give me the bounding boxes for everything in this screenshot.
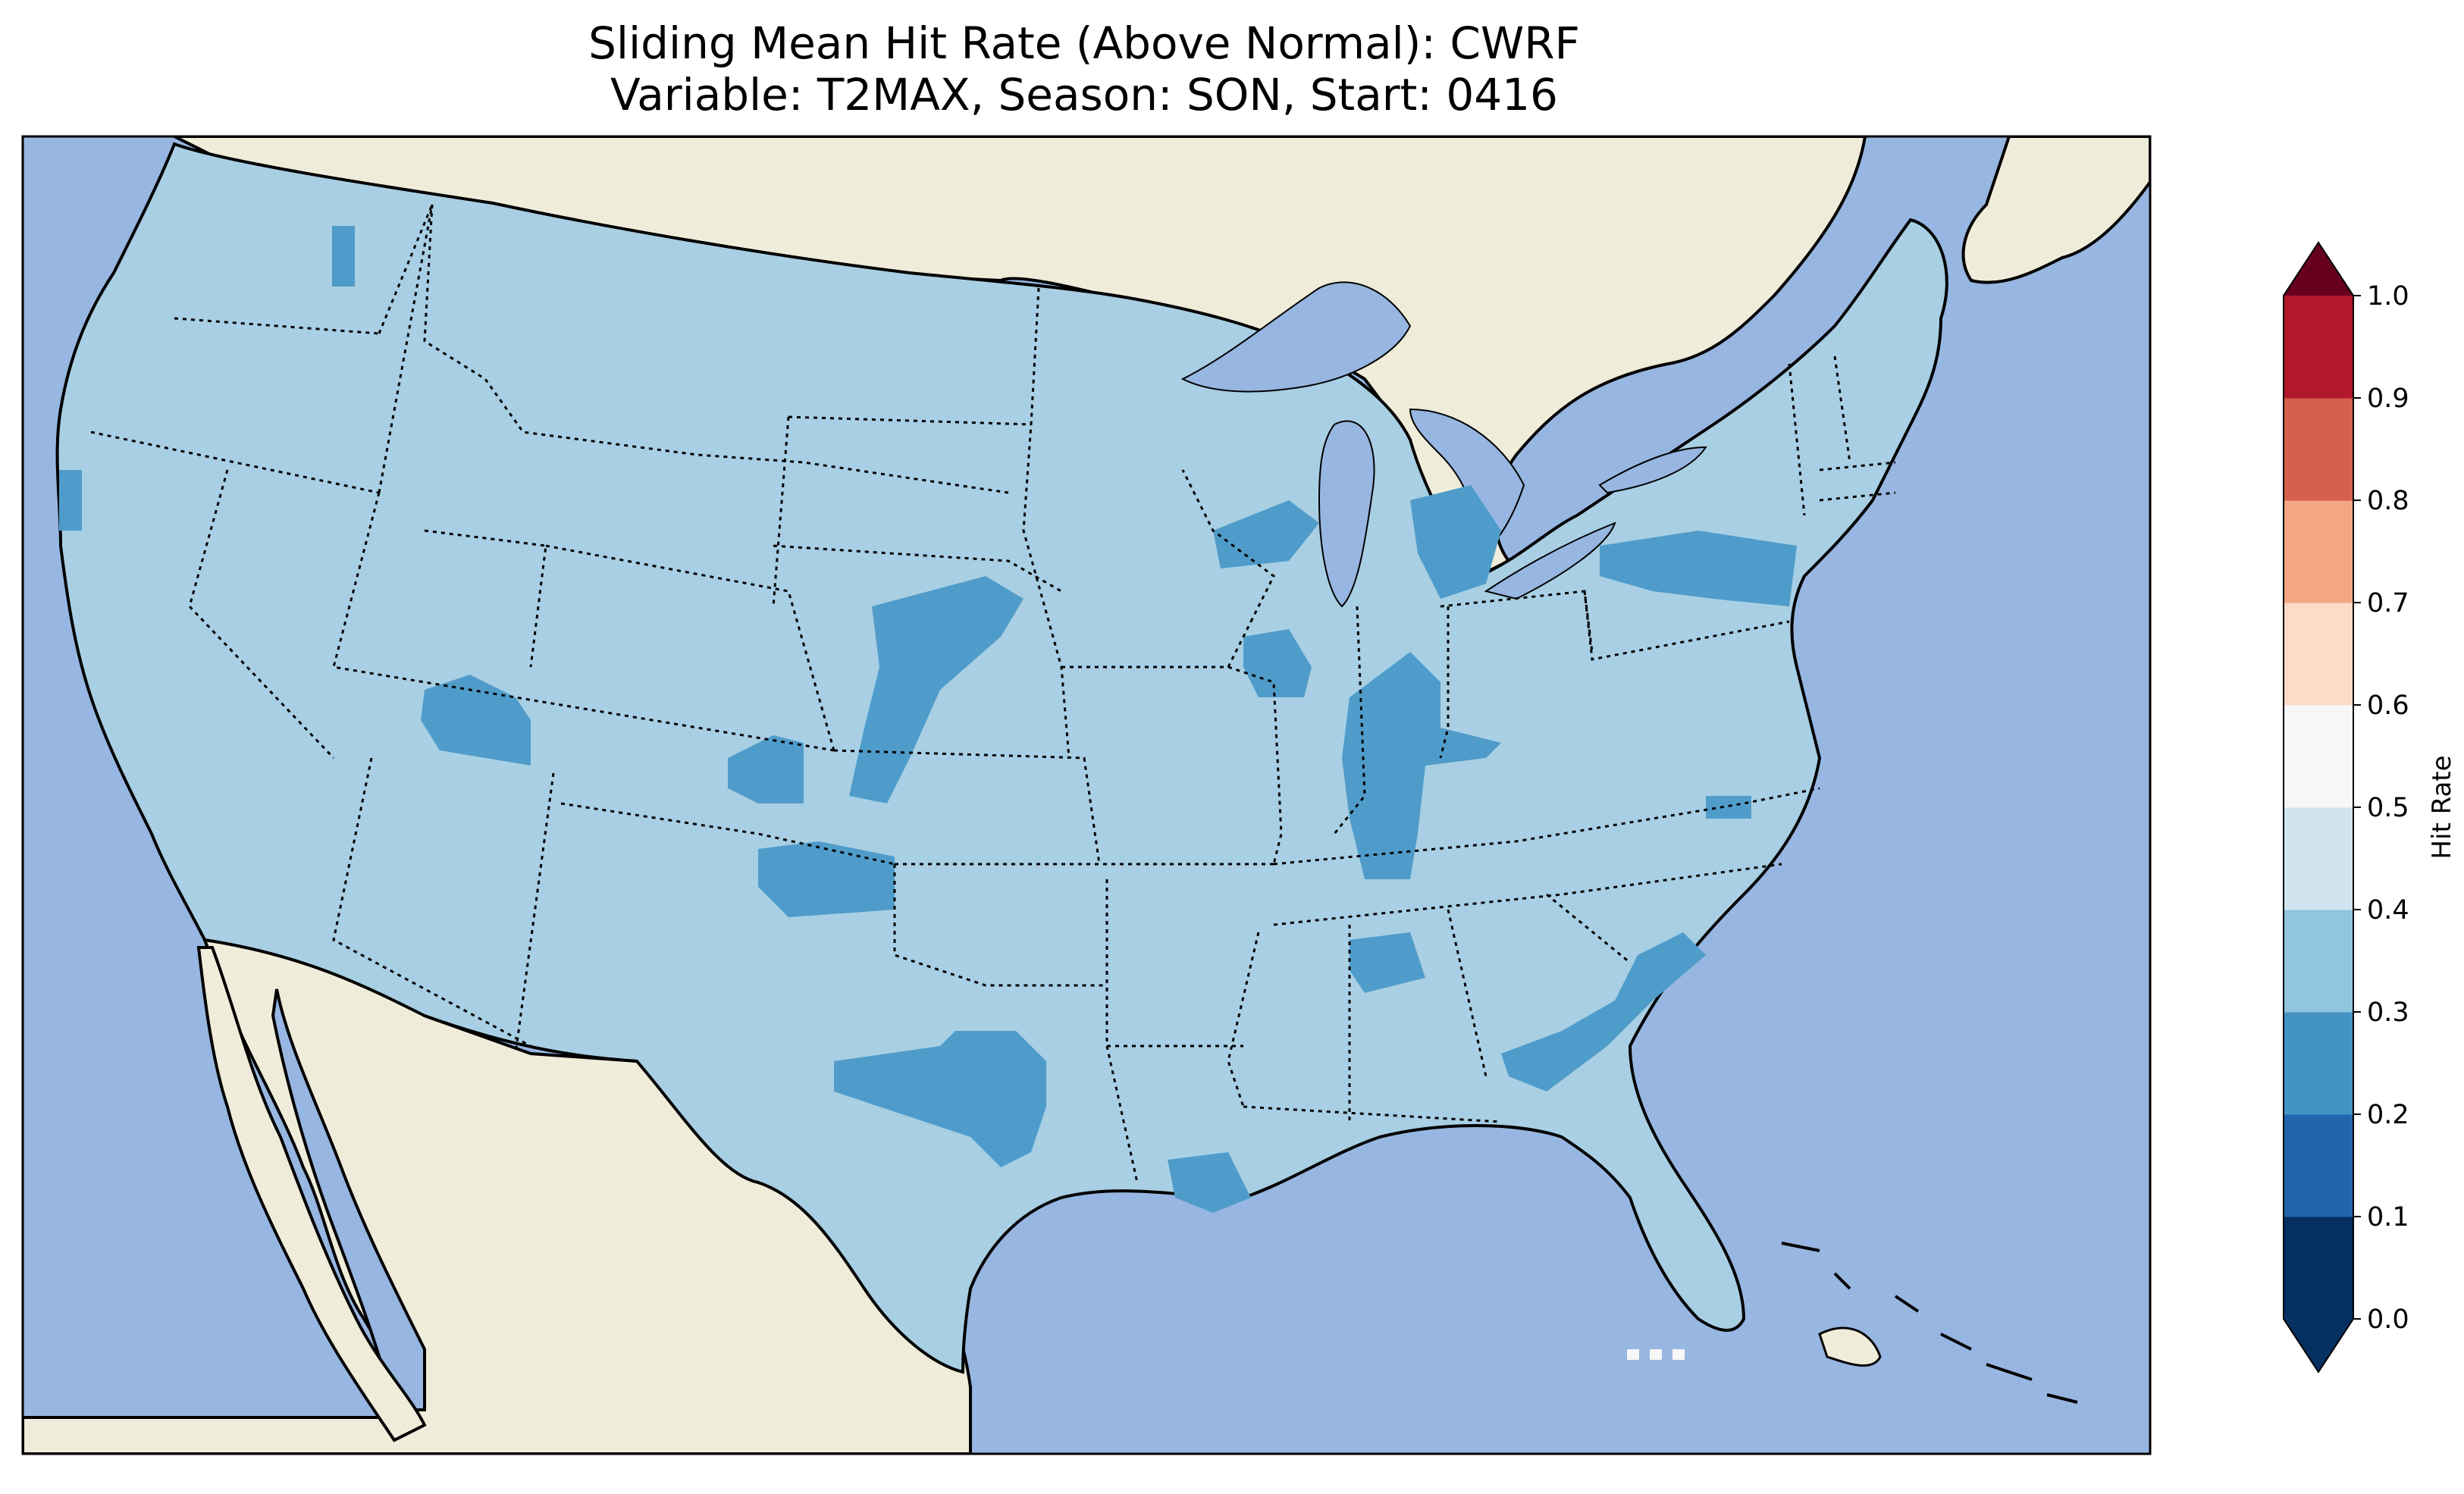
patch-pennsylvania	[1600, 531, 1797, 606]
colorbar-tick-label-8: 0.8	[2367, 486, 2409, 516]
bahamas-islands	[1781, 1242, 2078, 1404]
colorbar-tick-label-5: 0.5	[2367, 793, 2409, 823]
patch-wa	[332, 226, 355, 287]
patch-illinois	[1243, 629, 1312, 697]
plot-title-line-2: Variable: T2MAX, Season: SON, Start: 041…	[610, 69, 1558, 121]
colorbar-tick-label-6: 0.6	[2367, 691, 2409, 721]
lake-superior	[1180, 281, 1412, 393]
patch-alabama	[1350, 932, 1425, 993]
colorbar-tick-label-10: 1.0	[2367, 281, 2409, 312]
colorbar-tick-label-2: 0.2	[2367, 1100, 2409, 1130]
colorbar-under-arrow	[2284, 1319, 2353, 1372]
colorbar-segment-6	[2284, 603, 2353, 706]
colorbar-tick-label-3: 0.3	[2367, 998, 2409, 1028]
colorbar-tick-label-7: 0.7	[2367, 588, 2409, 619]
colorbar-tick-label-1: 0.1	[2367, 1202, 2409, 1232]
colorbar-ticks: 0.0 0.1 0.2 0.3 0.4 0.5 0.6 0.7 0.8 0.9 1.0	[2353, 281, 2409, 1335]
patch-georgia-carolina	[1501, 932, 1706, 1092]
colorbar-segment-8	[2284, 398, 2353, 501]
plot-title-line-1: Sliding Mean Hit Rate (Above Normal): CW…	[588, 17, 1580, 69]
colorbar-tick-label-4: 0.4	[2367, 895, 2409, 926]
patch-nebraska-band	[849, 576, 1024, 803]
patch-michigan	[1410, 485, 1501, 599]
lake-erie	[1484, 521, 1616, 600]
colorbar-segment-0	[2284, 1217, 2353, 1320]
colorbar-segment-9	[2284, 296, 2353, 399]
colorbar-segment-4	[2284, 807, 2353, 910]
patch-louisiana	[1168, 1152, 1251, 1213]
state-borders	[90, 204, 1896, 1183]
conus-hit-rate-area	[55, 142, 1948, 1374]
cell-keys-2	[1650, 1349, 1662, 1360]
cuba-island	[1818, 1326, 1882, 1367]
colorbar-tick-label-0: 0.0	[2367, 1305, 2409, 1335]
colorbar-segment-3	[2284, 910, 2353, 1013]
colorbar-tick-label-9: 0.9	[2367, 384, 2409, 414]
patch-utah	[421, 675, 531, 766]
colorbar-segments	[2284, 296, 2353, 1320]
maritime-land	[1961, 136, 2150, 284]
patch-ca-coast	[59, 470, 82, 531]
colorbar-segment-7	[2284, 500, 2353, 603]
patch-colorado	[728, 735, 804, 803]
colorbar-segment-5	[2284, 705, 2353, 808]
colorbar-segment-1	[2284, 1114, 2353, 1217]
colorbar-segment-2	[2284, 1012, 2353, 1115]
lake-michigan	[1318, 420, 1375, 608]
patch-texas	[834, 1031, 1046, 1167]
lake-ontario	[1598, 446, 1707, 494]
patch-north-carolina	[1706, 796, 1751, 819]
baja-peninsula	[196, 946, 427, 1442]
colorbar-over-arrow	[2284, 243, 2353, 296]
patch-oklahoma-panhandle	[758, 841, 895, 917]
map-frame	[21, 135, 2152, 1455]
cell-keys-3	[1672, 1349, 1685, 1360]
cell-keys-1	[1627, 1349, 1639, 1360]
colorbar-label: Hit Rate	[2427, 755, 2457, 859]
hit-rate-patches	[59, 226, 1797, 1213]
patch-indiana-kentucky	[1342, 652, 1501, 879]
